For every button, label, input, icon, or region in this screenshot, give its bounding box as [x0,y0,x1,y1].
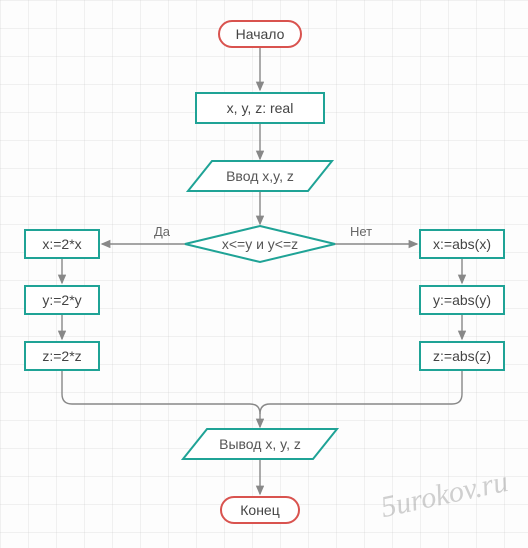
l1-label: x:=2*x [42,236,81,252]
left-step-2: y:=2*y [24,285,100,315]
left-step-1: x:=2*x [24,229,100,259]
r3-label: z:=abs(z) [433,348,491,364]
start-label: Начало [236,26,285,42]
left-step-3: z:=2*z [24,341,100,371]
edge-label-yes: Да [154,224,170,239]
declare-label: x, y, z: real [227,100,294,116]
end-node: Конец [220,496,300,524]
right-step-2: y:=abs(y) [419,285,505,315]
declare-node: x, y, z: real [195,92,325,124]
r1-label: x:=abs(x) [433,236,491,252]
end-label: Конец [240,502,279,518]
r2-label: y:=abs(y) [433,292,491,308]
l2-label: y:=2*y [42,292,81,308]
right-step-1: x:=abs(x) [419,229,505,259]
edge-label-no: Нет [350,224,372,239]
l3-label: z:=2*z [42,348,81,364]
right-step-3: z:=abs(z) [419,341,505,371]
start-node: Начало [218,20,302,48]
grid-background [0,0,528,548]
